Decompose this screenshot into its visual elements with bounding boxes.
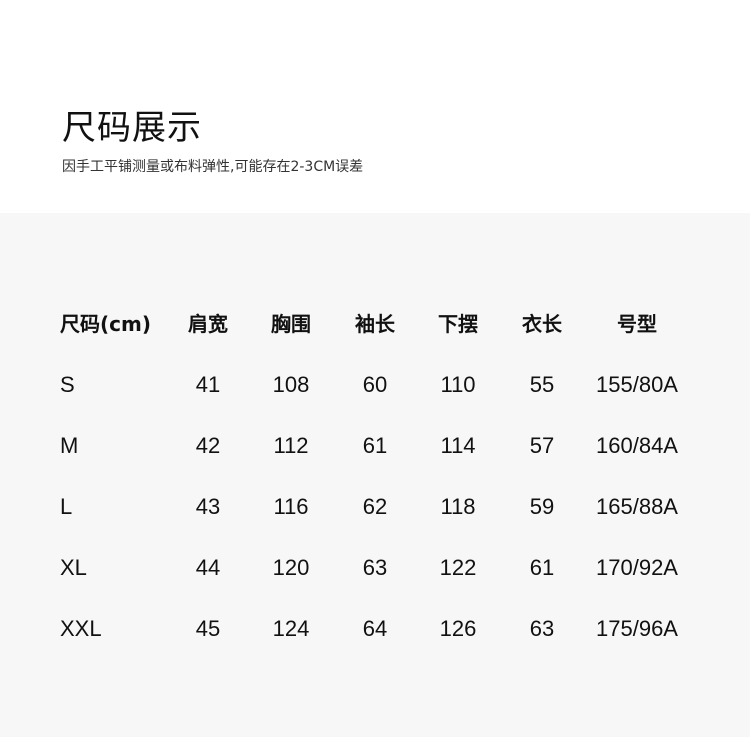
column-header: 下摆 <box>438 312 478 336</box>
table-cell: 59 <box>529 494 555 519</box>
table-cell: 43 <box>195 494 221 519</box>
table-cell: 41 <box>195 372 221 397</box>
table-cell: 61 <box>529 555 555 580</box>
table-cell: 63 <box>362 555 388 580</box>
size-label: S <box>60 372 75 397</box>
size-label: M <box>60 433 79 458</box>
table-cell: 114 <box>440 433 476 458</box>
column-header: 尺码(cm) <box>60 312 151 336</box>
size-table-panel <box>0 213 750 737</box>
table-header-row: 尺码(cm) 肩宽 胸围 袖长 下摆 衣长 号型 <box>0 309 750 339</box>
size-label: XL <box>60 555 87 580</box>
column-header: 号型 <box>617 312 657 336</box>
table-cell: 45 <box>195 616 221 641</box>
table-cell: 44 <box>195 555 221 580</box>
measurement-note: 因手工平铺测量或布料弹性,可能存在2-3CM误差 <box>62 159 364 175</box>
page-title: 尺码展示 <box>62 108 202 148</box>
table-cell: 108 <box>272 372 310 397</box>
table-cell: 122 <box>439 555 477 580</box>
table-cell: 62 <box>362 494 388 519</box>
table-row: S 41 108 60 110 55 155/80A <box>0 370 750 400</box>
table-cell: 55 <box>529 372 555 397</box>
column-header: 胸围 <box>271 312 311 336</box>
column-header: 肩宽 <box>188 312 228 336</box>
table-row: XL 44 120 63 122 61 170/92A <box>0 553 750 583</box>
table-cell: 110 <box>440 372 476 397</box>
table-cell: 124 <box>272 616 310 641</box>
table-row: M 42 112 61 114 57 160/84A <box>0 431 750 461</box>
size-label: XXL <box>60 616 102 641</box>
table-cell: 60 <box>362 372 388 397</box>
table-cell: 175/96A <box>596 616 678 641</box>
table-cell: 57 <box>529 433 555 458</box>
table-row: L 43 116 62 118 59 165/88A <box>0 492 750 522</box>
table-cell: 64 <box>362 616 388 641</box>
table-cell: 170/92A <box>596 555 678 580</box>
table-cell: 61 <box>362 433 388 458</box>
table-cell: 118 <box>440 494 476 519</box>
table-cell: 116 <box>273 494 309 519</box>
table-cell: 112 <box>273 433 309 458</box>
size-label: L <box>60 494 73 519</box>
column-header: 衣长 <box>522 312 562 336</box>
table-cell: 165/88A <box>596 494 678 519</box>
table-cell: 155/80A <box>596 372 678 397</box>
table-cell: 42 <box>195 433 221 458</box>
table-cell: 120 <box>272 555 310 580</box>
table-cell: 160/84A <box>596 433 678 458</box>
table-cell: 126 <box>439 616 477 641</box>
column-header: 袖长 <box>355 312 395 336</box>
table-row: XXL 45 124 64 126 63 175/96A <box>0 614 750 644</box>
table-cell: 63 <box>529 616 555 641</box>
